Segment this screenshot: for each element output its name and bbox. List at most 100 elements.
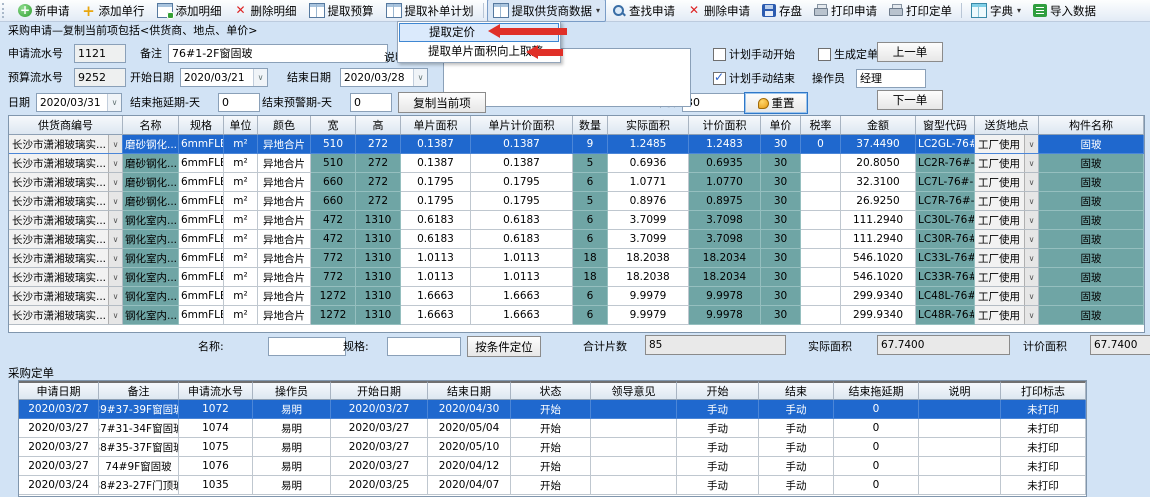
cell-supplier[interactable]: 长沙市潇湘玻璃实... ∨ <box>9 306 123 325</box>
cell-operator[interactable]: 易明 <box>253 476 331 495</box>
cell-name[interactable]: 磨砂钢化... <box>123 135 179 154</box>
cell-width[interactable]: 660 <box>311 192 356 211</box>
cell-height[interactable]: 1310 <box>356 268 401 287</box>
toolbar-add-row-button[interactable]: 添加单行 <box>76 0 151 22</box>
chevron-down-icon[interactable]: ∨ <box>108 287 122 305</box>
cell-operator[interactable]: 易明 <box>253 438 331 457</box>
cell-part-name[interactable]: 固玻 <box>1039 211 1144 230</box>
cell-start[interactable]: 手动 <box>677 476 759 495</box>
chevron-down-icon[interactable]: ∨ <box>108 268 122 286</box>
cell-width[interactable]: 772 <box>311 268 356 287</box>
cell-tax[interactable] <box>801 230 841 249</box>
cell-color[interactable]: 异地合片 <box>258 135 311 154</box>
cell-name[interactable]: 钢化室内... <box>123 249 179 268</box>
cell-unit[interactable]: m² <box>224 154 258 173</box>
column-header-qty[interactable]: 数量 <box>573 116 608 135</box>
cell-print-flag[interactable]: 未打印 <box>1001 457 1086 476</box>
generate-order-checkbox[interactable] <box>818 48 831 61</box>
table-row[interactable]: 长沙市潇湘玻璃实...∨磨砂钢化...6mmFLE...m²异地合片660272… <box>9 192 1144 211</box>
cell-status[interactable]: 开始 <box>511 438 591 457</box>
cell-delivery[interactable]: 工厂使用 ∨ <box>975 211 1039 230</box>
cell-height[interactable]: 1310 <box>356 287 401 306</box>
cell-delivery[interactable]: 工厂使用 ∨ <box>975 249 1039 268</box>
cell-actual-area[interactable]: 9.9979 <box>608 287 689 306</box>
table-row[interactable]: 2020/03/2488#23-27F门顶玻1035易明2020/03/2520… <box>19 476 1086 495</box>
cell-tax[interactable] <box>801 211 841 230</box>
cell-remark[interactable]: 74#9F窗固玻 <box>99 457 179 476</box>
cell-unit[interactable]: m² <box>224 230 258 249</box>
toolbar-print-application-button[interactable]: 打印申请 <box>808 0 883 22</box>
toolbar-extract-supplier-data-button[interactable]: 提取供货商数据 ▾ <box>486 0 607 22</box>
chevron-down-icon[interactable]: ∨ <box>253 69 267 86</box>
cell-amount[interactable]: 546.1020 <box>841 249 916 268</box>
cell-leader-opinion[interactable] <box>591 476 677 495</box>
cell-status[interactable]: 开始 <box>511 419 591 438</box>
cell-window-code[interactable]: LC7R-76#-1FO <box>916 192 975 211</box>
cell-width[interactable]: 660 <box>311 173 356 192</box>
cell-name[interactable]: 钢化室内... <box>123 268 179 287</box>
cell-piece-price-area[interactable]: 0.1795 <box>471 192 573 211</box>
cell-piece-price-area[interactable]: 0.1795 <box>471 173 573 192</box>
cell-unit-price[interactable]: 30 <box>761 249 801 268</box>
cell-part-name[interactable]: 固玻 <box>1039 249 1144 268</box>
copy-current-button[interactable]: 复制当前项 <box>398 92 486 113</box>
cell-end[interactable]: 手动 <box>759 476 834 495</box>
table-row[interactable]: 长沙市潇湘玻璃实...∨磨砂钢化...6mmFLE...m²异地合片660272… <box>9 173 1144 192</box>
cell-window-code[interactable]: LC7L-76#-1FO <box>916 173 975 192</box>
cell-supplier[interactable]: 长沙市潇湘玻璃实... ∨ <box>9 192 123 211</box>
column-header-end[interactable]: 结束 <box>759 381 834 400</box>
cell-leader-opinion[interactable] <box>591 419 677 438</box>
cell-spec[interactable]: 6mmFLE... <box>179 230 224 249</box>
chevron-down-icon[interactable]: ∨ <box>1024 211 1038 229</box>
start-date-combo[interactable]: 2020/03/21 ∨ <box>180 68 268 87</box>
cell-spec[interactable]: 6mmFLE... <box>179 135 224 154</box>
toolbar-add-detail-button[interactable]: 添加明细 <box>151 0 228 22</box>
cell-apply-date[interactable]: 2020/03/24 <box>19 476 99 495</box>
toolbar-delete-application-button[interactable]: 删除申请 <box>681 0 756 22</box>
cell-piece-area[interactable]: 1.6663 <box>401 306 471 325</box>
cell-print-flag[interactable]: 未打印 <box>1001 438 1086 457</box>
operator-input[interactable]: 经理 <box>856 69 926 88</box>
cell-window-code[interactable]: LC33R-76#... <box>916 268 975 287</box>
cell-leader-opinion[interactable] <box>591 400 677 419</box>
cell-start-date[interactable]: 2020/03/27 <box>331 438 428 457</box>
column-header-end-date[interactable]: 结束日期 <box>428 381 511 400</box>
chevron-down-icon[interactable]: ∨ <box>1024 173 1038 191</box>
cell-piece-price-area[interactable]: 1.6663 <box>471 287 573 306</box>
cell-piece-area[interactable]: 1.6663 <box>401 287 471 306</box>
column-header-width[interactable]: 宽 <box>311 116 356 135</box>
locate-by-condition-button[interactable]: 按条件定位 <box>467 336 541 357</box>
cell-width[interactable]: 772 <box>311 249 356 268</box>
cell-end-date[interactable]: 2020/04/12 <box>428 457 511 476</box>
cell-qty[interactable]: 6 <box>573 211 608 230</box>
cell-qty[interactable]: 6 <box>573 230 608 249</box>
cell-delay[interactable]: 0 <box>834 419 919 438</box>
cell-name[interactable]: 钢化室内... <box>123 287 179 306</box>
column-header-note[interactable]: 说明 <box>919 381 1001 400</box>
table-row[interactable]: 2020/03/27 74#9F窗固玻 1076 易明 2020/03/27 2020/0… <box>19 457 1086 476</box>
cell-serial[interactable]: 1076 <box>179 457 253 476</box>
cell-note[interactable] <box>919 400 1001 419</box>
cell-start[interactable]: 手动 <box>677 438 759 457</box>
cell-qty[interactable]: 6 <box>573 287 608 306</box>
cell-unit-price[interactable]: 30 <box>761 268 801 287</box>
cell-piece-area[interactable]: 1.0113 <box>401 268 471 287</box>
cell-height[interactable]: 272 <box>356 135 401 154</box>
cell-window-code[interactable]: LC48R-76#... <box>916 306 975 325</box>
cell-supplier[interactable]: 长沙市潇湘玻璃实... ∨ <box>9 211 123 230</box>
chevron-down-icon[interactable]: ∨ <box>108 230 122 248</box>
column-header-spec[interactable]: 规格 <box>179 116 224 135</box>
cell-print-flag[interactable]: 未打印 <box>1001 419 1086 438</box>
table-row[interactable]: 2020/03/2789#37-39F窗固玻1072易明2020/03/2720… <box>19 400 1086 419</box>
column-header-leader-opinion[interactable]: 领导意见 <box>591 381 677 400</box>
cell-supplier[interactable]: 长沙市潇湘玻璃实... ∨ <box>9 287 123 306</box>
cell-part-name[interactable]: 固玻 <box>1039 306 1144 325</box>
column-header-apply-date[interactable]: 申请日期 <box>19 381 99 400</box>
cell-unit[interactable]: m² <box>224 173 258 192</box>
column-header-window-code[interactable]: 窗型代码 <box>916 116 975 135</box>
cell-part-name[interactable]: 固玻 <box>1039 287 1144 306</box>
cell-spec[interactable]: 6mmFLE... <box>179 287 224 306</box>
cell-height[interactable]: 272 <box>356 154 401 173</box>
cell-price-area[interactable]: 0.6935 <box>689 154 761 173</box>
cell-part-name[interactable]: 固玻 <box>1039 135 1144 154</box>
